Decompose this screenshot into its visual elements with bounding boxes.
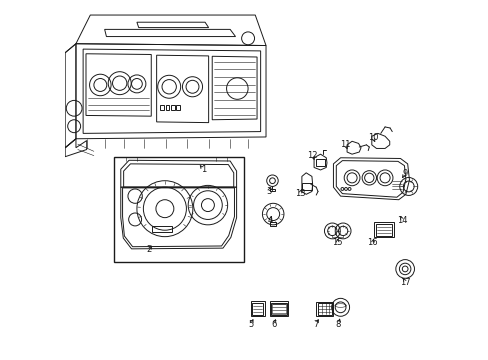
Text: 11: 11 bbox=[340, 140, 350, 149]
Bar bbox=[270, 222, 276, 226]
Bar bbox=[269, 189, 274, 192]
Text: 15: 15 bbox=[332, 238, 342, 247]
Bar bbox=[171, 105, 174, 110]
Text: 5: 5 bbox=[248, 320, 253, 329]
Bar bbox=[165, 105, 169, 110]
Text: 3: 3 bbox=[265, 187, 271, 196]
Bar bbox=[176, 105, 180, 110]
Bar bbox=[160, 105, 163, 110]
Text: 17: 17 bbox=[399, 278, 409, 287]
Text: 1: 1 bbox=[200, 165, 205, 174]
Bar bbox=[271, 304, 285, 314]
Bar bbox=[373, 222, 393, 237]
Bar bbox=[250, 301, 264, 316]
Text: 7: 7 bbox=[313, 320, 318, 329]
Bar bbox=[270, 303, 286, 315]
Bar bbox=[317, 303, 331, 315]
Bar bbox=[269, 301, 287, 316]
Bar bbox=[315, 159, 324, 166]
Text: 16: 16 bbox=[367, 238, 377, 247]
Bar bbox=[113, 157, 244, 262]
Text: 6: 6 bbox=[271, 320, 276, 329]
Text: 14: 14 bbox=[396, 216, 407, 225]
Bar bbox=[316, 302, 333, 316]
Text: 2: 2 bbox=[146, 246, 152, 255]
Bar bbox=[301, 183, 311, 190]
Bar bbox=[376, 224, 391, 235]
Text: 13: 13 bbox=[294, 189, 305, 198]
Text: 4: 4 bbox=[267, 216, 272, 225]
Bar bbox=[252, 303, 263, 315]
Bar bbox=[152, 226, 171, 232]
Text: 9: 9 bbox=[402, 169, 407, 178]
Text: 12: 12 bbox=[307, 151, 317, 160]
Text: 8: 8 bbox=[335, 320, 341, 329]
Text: 10: 10 bbox=[367, 133, 377, 142]
